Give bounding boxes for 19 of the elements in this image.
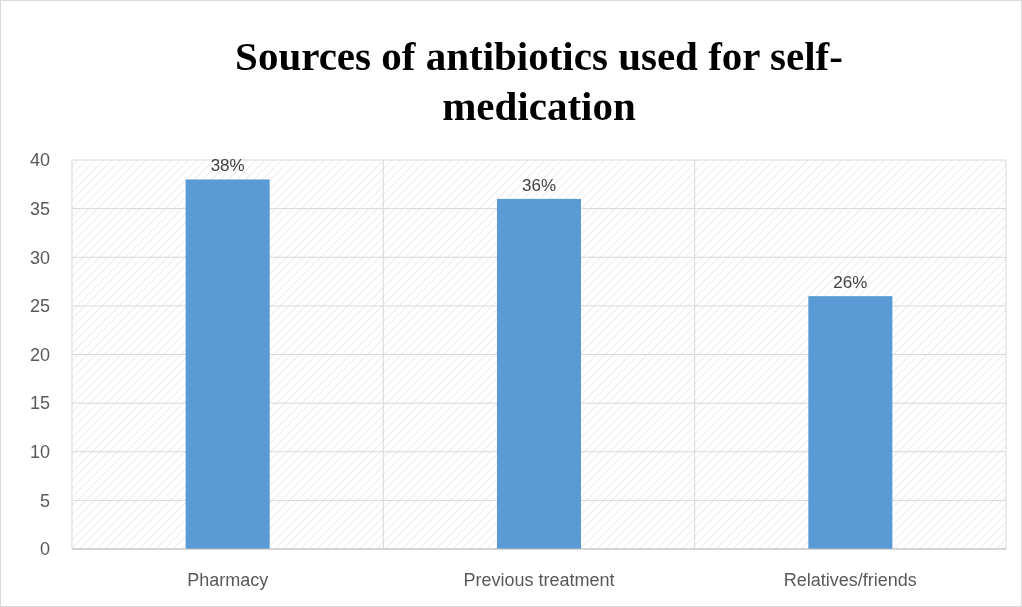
- y-tick-label: 35: [29, 198, 50, 219]
- data-label: 36%: [521, 175, 557, 195]
- data-label: 26%: [833, 273, 868, 293]
- x-tick-label: Relatives/friends: [783, 570, 917, 590]
- bar: [496, 198, 582, 549]
- y-tick-label: 40: [29, 150, 50, 171]
- y-tick-label: 10: [29, 442, 50, 463]
- y-tick-label: 20: [29, 344, 50, 365]
- bar: [808, 296, 893, 549]
- y-tick-label: 25: [29, 296, 50, 317]
- y-tick-label: 0: [39, 539, 50, 560]
- chart-title: Sources of antibiotics used for self-medication: [235, 33, 843, 129]
- data-label: 38%: [210, 156, 245, 176]
- y-tick-label: 15: [29, 393, 50, 414]
- x-tick-label: Previous treatment: [463, 570, 615, 590]
- bar: [185, 179, 270, 549]
- y-tick-label: 5: [39, 490, 50, 511]
- y-tick-label: 30: [29, 247, 50, 268]
- x-tick-label: Pharmacy: [187, 570, 269, 590]
